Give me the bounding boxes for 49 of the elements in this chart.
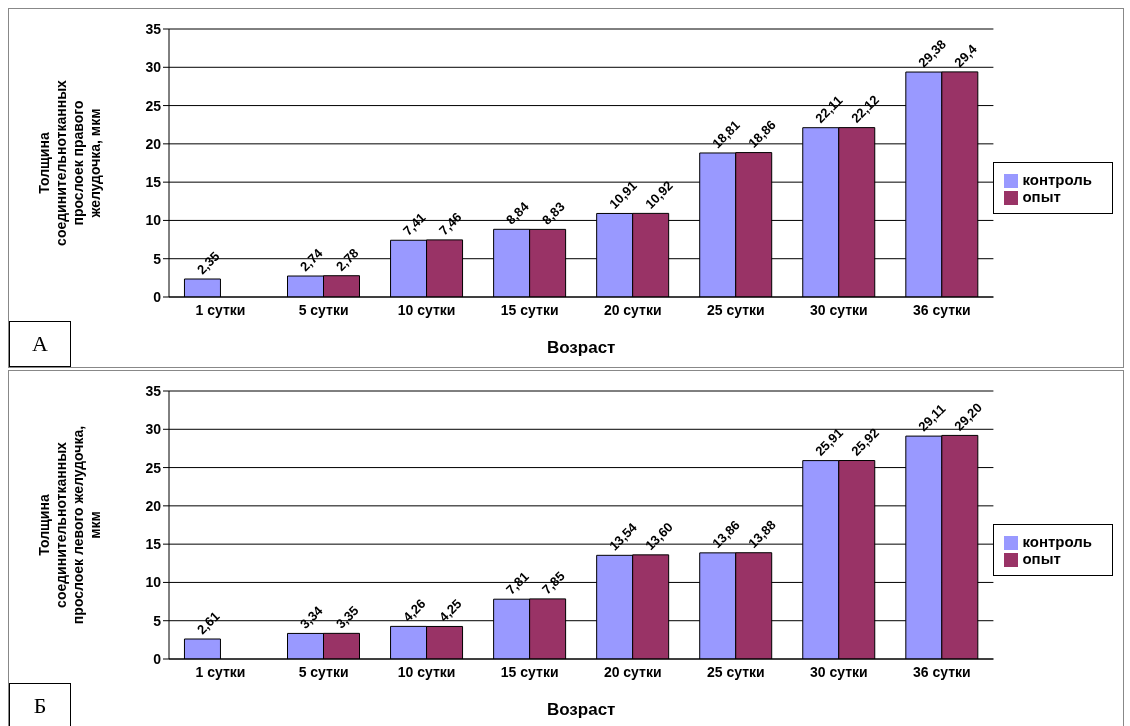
y-axis-title: Толщина соединительнотканных прослоек левого желудочка, мкм <box>35 425 103 625</box>
text: Б <box>9 683 71 726</box>
x-tick-label: 1 сутки <box>195 301 246 318</box>
data-label: 7,81 <box>503 568 532 598</box>
y-tick-label: 5 <box>153 250 162 267</box>
y-tick-label: 10 <box>145 212 162 229</box>
data-label: 3,35 <box>333 602 362 632</box>
x-tick-label: 15 сутки <box>500 663 559 680</box>
data-label: 7,46 <box>436 209 465 238</box>
legend-label: опыт <box>1022 188 1061 205</box>
x-axis-title: Возраст <box>546 338 616 357</box>
x-tick-label: 10 сутки <box>397 301 456 318</box>
y-tick-label: 5 <box>153 612 162 629</box>
x-tick-label: 36 сутки <box>913 301 971 318</box>
x-tick-label: 30 сутки <box>809 301 868 318</box>
y-tick-label: 20 <box>145 497 162 514</box>
legend-label: опыт <box>1022 550 1061 567</box>
y-tick-label: 15 <box>145 536 162 553</box>
x-tick-label: 20 сутки <box>603 663 662 680</box>
y-tick-label: 35 <box>145 382 162 399</box>
x-tick-label: 1 сутки <box>195 663 246 680</box>
legend-label: контроль <box>1022 532 1092 550</box>
y-tick-label: 10 <box>145 574 162 591</box>
data-label: 4,26 <box>400 596 429 625</box>
y-tick-label: 25 <box>145 459 162 476</box>
x-tick-label: 20 сутки <box>603 301 662 318</box>
x-tick-label: 25 сутки <box>706 301 765 318</box>
x-tick-label: 5 сутки <box>298 663 349 680</box>
y-tick-label: 25 <box>145 97 162 114</box>
legend-label: контроль <box>1022 170 1092 188</box>
data-label: 8,84 <box>503 198 533 228</box>
x-tick-label: 36 сутки <box>913 663 971 680</box>
x-tick-label: 10 сутки <box>397 663 456 680</box>
y-tick-label: 20 <box>145 135 162 152</box>
y-tick-label: 0 <box>153 288 162 305</box>
y-tick-label: 30 <box>145 59 162 76</box>
data-label: 7,41 <box>400 209 429 239</box>
x-tick-label: 25 сутки <box>706 663 765 680</box>
x-tick-label: 15 сутки <box>500 301 559 318</box>
y-tick-label: 35 <box>145 20 162 37</box>
x-tick-label: 30 сутки <box>809 663 868 680</box>
y-axis-title: Толщина соединительнотканных прослоек правого желудочка, мкм <box>35 79 103 246</box>
data-label: 4,25 <box>436 596 465 625</box>
x-tick-label: 5 сутки <box>298 301 349 318</box>
y-tick-label: 0 <box>153 650 162 667</box>
text: А <box>9 321 71 367</box>
x-axis-title: Возраст <box>546 700 616 719</box>
y-tick-label: 15 <box>145 174 162 191</box>
y-tick-label: 30 <box>145 421 162 438</box>
